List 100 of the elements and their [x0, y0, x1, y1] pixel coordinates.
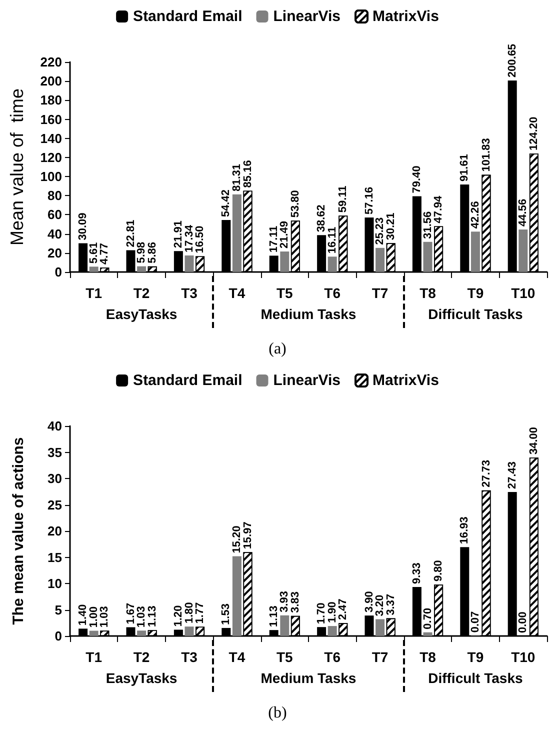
y-tick-label: 100	[40, 169, 62, 184]
data-label: 38.62	[316, 204, 328, 232]
data-label: 3.20	[374, 594, 386, 616]
x-tick-label: T9	[467, 649, 484, 665]
data-label: 1.53	[220, 604, 232, 625]
x-tick-label: T8	[420, 285, 436, 301]
data-label: 3.37	[384, 594, 397, 616]
legend-label: LinearVis	[273, 372, 341, 389]
x-tick-label: T7	[372, 285, 388, 301]
bar	[518, 229, 528, 272]
data-label: 85.16	[242, 160, 254, 188]
y-tick-label: 20	[48, 245, 62, 260]
y-tick-label: 220	[40, 54, 62, 70]
data-label: 2.47	[337, 598, 350, 620]
y-tick-label: 60	[48, 207, 62, 222]
data-label: 124.20	[528, 116, 540, 150]
x-tick-label: T3	[181, 285, 198, 301]
data-label: 1.03	[98, 606, 111, 628]
bar	[89, 630, 98, 636]
data-label: 27.73	[480, 460, 492, 488]
text: Medium Tasks	[260, 670, 358, 686]
legend-label: Standard Email	[133, 8, 242, 25]
data-label: 16.50	[194, 226, 206, 254]
x-tick-label: T7	[372, 649, 388, 665]
x-tick-label: T3	[181, 649, 198, 665]
data-label: 25.23	[374, 217, 386, 245]
x-tick-label: T1	[86, 285, 102, 301]
data-label: 5.86	[146, 242, 158, 264]
data-label: 9.80	[432, 560, 445, 582]
text: EasyTasks	[104, 670, 178, 686]
y-tick-label: 40	[48, 226, 62, 242]
x-tick-label: T10	[511, 285, 536, 301]
x-tick-label: T4	[228, 285, 246, 301]
data-label: 15.20	[230, 526, 243, 554]
y-tick-label: 0	[54, 264, 62, 280]
data-label: 0.00	[517, 612, 530, 633]
data-label: 30.21	[384, 212, 397, 240]
y-tick-label: 25	[48, 497, 62, 512]
text: Difficult Tasks	[427, 670, 524, 686]
data-label: 31.56	[422, 211, 434, 239]
data-label: 17.34	[183, 224, 196, 252]
text: EasyTasks	[104, 306, 178, 322]
data-label: 81.31	[230, 164, 243, 192]
y-tick-label: 10	[48, 576, 62, 591]
data-label: 0.07	[469, 611, 482, 633]
y-tick-label: 180	[40, 92, 62, 108]
data-label: 79.40	[410, 166, 423, 194]
data-label: 3.83	[289, 591, 302, 613]
bar	[376, 619, 385, 636]
data-label: 17.11	[268, 226, 280, 253]
y-tick-label: 5	[54, 602, 62, 618]
data-label: 101.83	[480, 138, 492, 172]
y-tick-label: 15	[48, 550, 62, 565]
x-tick-label: T5	[276, 285, 294, 301]
legend-label: MatrixVis	[372, 8, 439, 25]
data-label: 4.77	[98, 243, 111, 264]
bar	[423, 632, 432, 636]
data-label: 1.13	[146, 606, 158, 628]
text: (a)	[268, 340, 286, 358]
bar	[184, 255, 194, 272]
y-tick-label: 35	[48, 444, 62, 460]
bar	[423, 242, 432, 272]
data-label: 3.90	[363, 591, 376, 613]
legend-label: Standard Email	[133, 372, 242, 389]
x-tick-label: T6	[324, 649, 341, 665]
data-label: 1.13	[268, 606, 280, 628]
data-label: 54.42	[220, 190, 232, 218]
bar	[328, 256, 337, 272]
data-label: 3.93	[278, 590, 291, 612]
x-tick-label: T8	[420, 649, 436, 665]
data-label: 27.43	[506, 461, 518, 489]
x-tick-label: T2	[133, 285, 150, 301]
data-label: 5.61	[88, 242, 100, 264]
data-label: 1.40	[77, 604, 90, 626]
data-label: 200.65	[506, 44, 518, 78]
bar	[232, 194, 242, 272]
x-tick-label: T9	[467, 285, 484, 301]
x-tick-label: T1	[86, 649, 102, 665]
y-tick-label: 20	[48, 524, 62, 538]
text: (b)	[268, 704, 287, 722]
y-axis-title: The mean value of actions	[10, 437, 27, 625]
x-tick-label: T6	[324, 285, 341, 301]
x-tick-label: T10	[511, 649, 536, 665]
data-label: 22.81	[124, 220, 137, 248]
data-label: 21.91	[172, 220, 184, 248]
data-label: 1.70	[316, 602, 328, 624]
x-tick-label: T4	[228, 649, 246, 665]
data-label: 1.77	[194, 602, 206, 624]
y-tick-label: 30	[48, 471, 62, 486]
data-label: 59.11	[337, 186, 350, 213]
x-tick-label: T2	[133, 649, 150, 665]
y-axis-title: Mean value of time	[7, 88, 27, 246]
y-tick-label: 140	[40, 130, 62, 146]
data-label: 1.80	[183, 602, 196, 624]
data-label: 0.70	[422, 608, 434, 630]
data-label: 1.90	[326, 602, 338, 624]
data-label: 44.56	[517, 198, 530, 226]
bar	[280, 251, 290, 272]
y-tick-label: 40	[48, 418, 62, 434]
data-label: 53.80	[289, 190, 302, 218]
